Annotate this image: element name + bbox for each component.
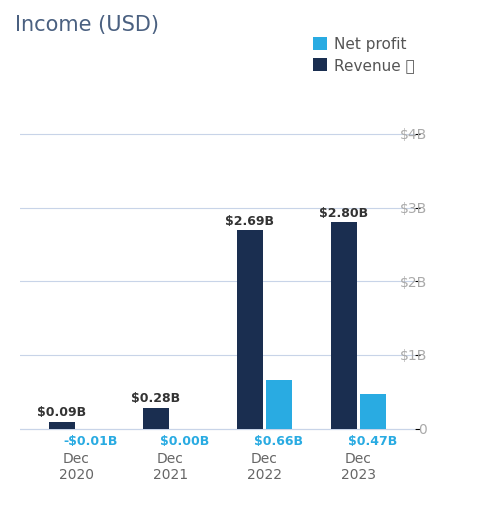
Bar xyxy=(360,394,386,429)
Text: $0.47B: $0.47B xyxy=(348,435,398,449)
Text: $2.80B: $2.80B xyxy=(320,207,369,220)
Text: $0.09B: $0.09B xyxy=(37,406,86,420)
Text: -$0.01B: -$0.01B xyxy=(64,435,118,449)
Text: $2.69B: $2.69B xyxy=(225,215,274,228)
Text: $0.66B: $0.66B xyxy=(254,435,303,449)
Bar xyxy=(48,422,75,429)
Text: $0.00B: $0.00B xyxy=(160,435,209,449)
Bar xyxy=(266,380,292,429)
Text: $0.28B: $0.28B xyxy=(131,393,180,405)
Bar xyxy=(143,408,169,429)
Bar xyxy=(237,231,263,429)
Bar xyxy=(331,223,357,429)
Legend: Net profit, Revenue ⓘ: Net profit, Revenue ⓘ xyxy=(313,37,415,73)
Text: Income (USD): Income (USD) xyxy=(15,15,159,35)
